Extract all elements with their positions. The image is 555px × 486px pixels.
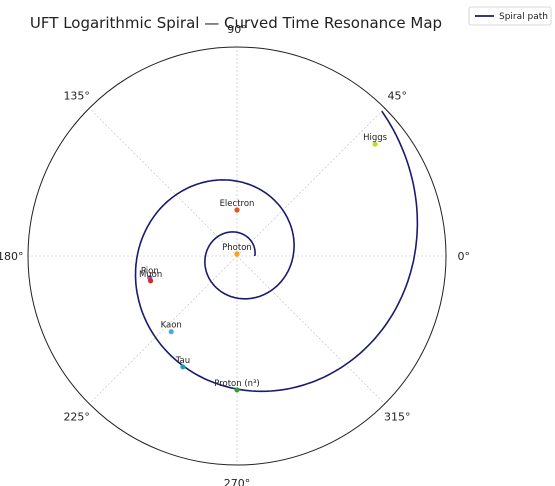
point-label: Photon bbox=[222, 243, 252, 253]
angle-ticks: 0° 45° 90° 135° 180° 225° 270° 315° bbox=[0, 23, 470, 486]
point-marker bbox=[234, 207, 240, 213]
point-label: Higgs bbox=[363, 133, 388, 143]
point-label: Muon bbox=[139, 270, 162, 280]
point-label: Kaon bbox=[161, 321, 182, 331]
legend: Spiral path bbox=[468, 6, 552, 26]
point-marker bbox=[372, 141, 378, 147]
point-marker bbox=[180, 364, 186, 370]
grid-spoke-45 bbox=[236, 107, 386, 257]
point-marker bbox=[234, 251, 240, 257]
angle-tick-label: 315° bbox=[384, 410, 411, 423]
angle-tick-label: 135° bbox=[63, 90, 90, 103]
point-marker bbox=[234, 387, 240, 393]
angle-tick-label: 0° bbox=[458, 250, 471, 263]
angle-tick-label: 180° bbox=[0, 250, 23, 263]
grid-spoke-135 bbox=[88, 107, 238, 257]
angle-tick-label: 270° bbox=[224, 477, 251, 486]
angle-tick-label: 45° bbox=[388, 90, 408, 103]
spiral-path-line bbox=[134, 110, 419, 393]
grid-spoke-315 bbox=[236, 255, 386, 405]
point-marker bbox=[168, 329, 174, 335]
polar-frame bbox=[27, 46, 447, 466]
polar-grid bbox=[28, 47, 446, 465]
point-label: Proton (n³) bbox=[214, 379, 260, 389]
point-label: Tau bbox=[175, 356, 190, 366]
chart-title: UFT Logarithmic Spiral — Curved Time Res… bbox=[30, 14, 442, 32]
point-label: Electron bbox=[220, 199, 255, 209]
legend-label: Spiral path bbox=[499, 12, 548, 22]
angle-tick-label: 90° bbox=[227, 23, 247, 36]
legend-box bbox=[468, 6, 552, 26]
point-marker bbox=[148, 278, 154, 284]
point-label: Pion bbox=[141, 267, 159, 277]
grid-spoke-225 bbox=[88, 255, 238, 405]
angle-tick-label: 225° bbox=[63, 410, 90, 423]
